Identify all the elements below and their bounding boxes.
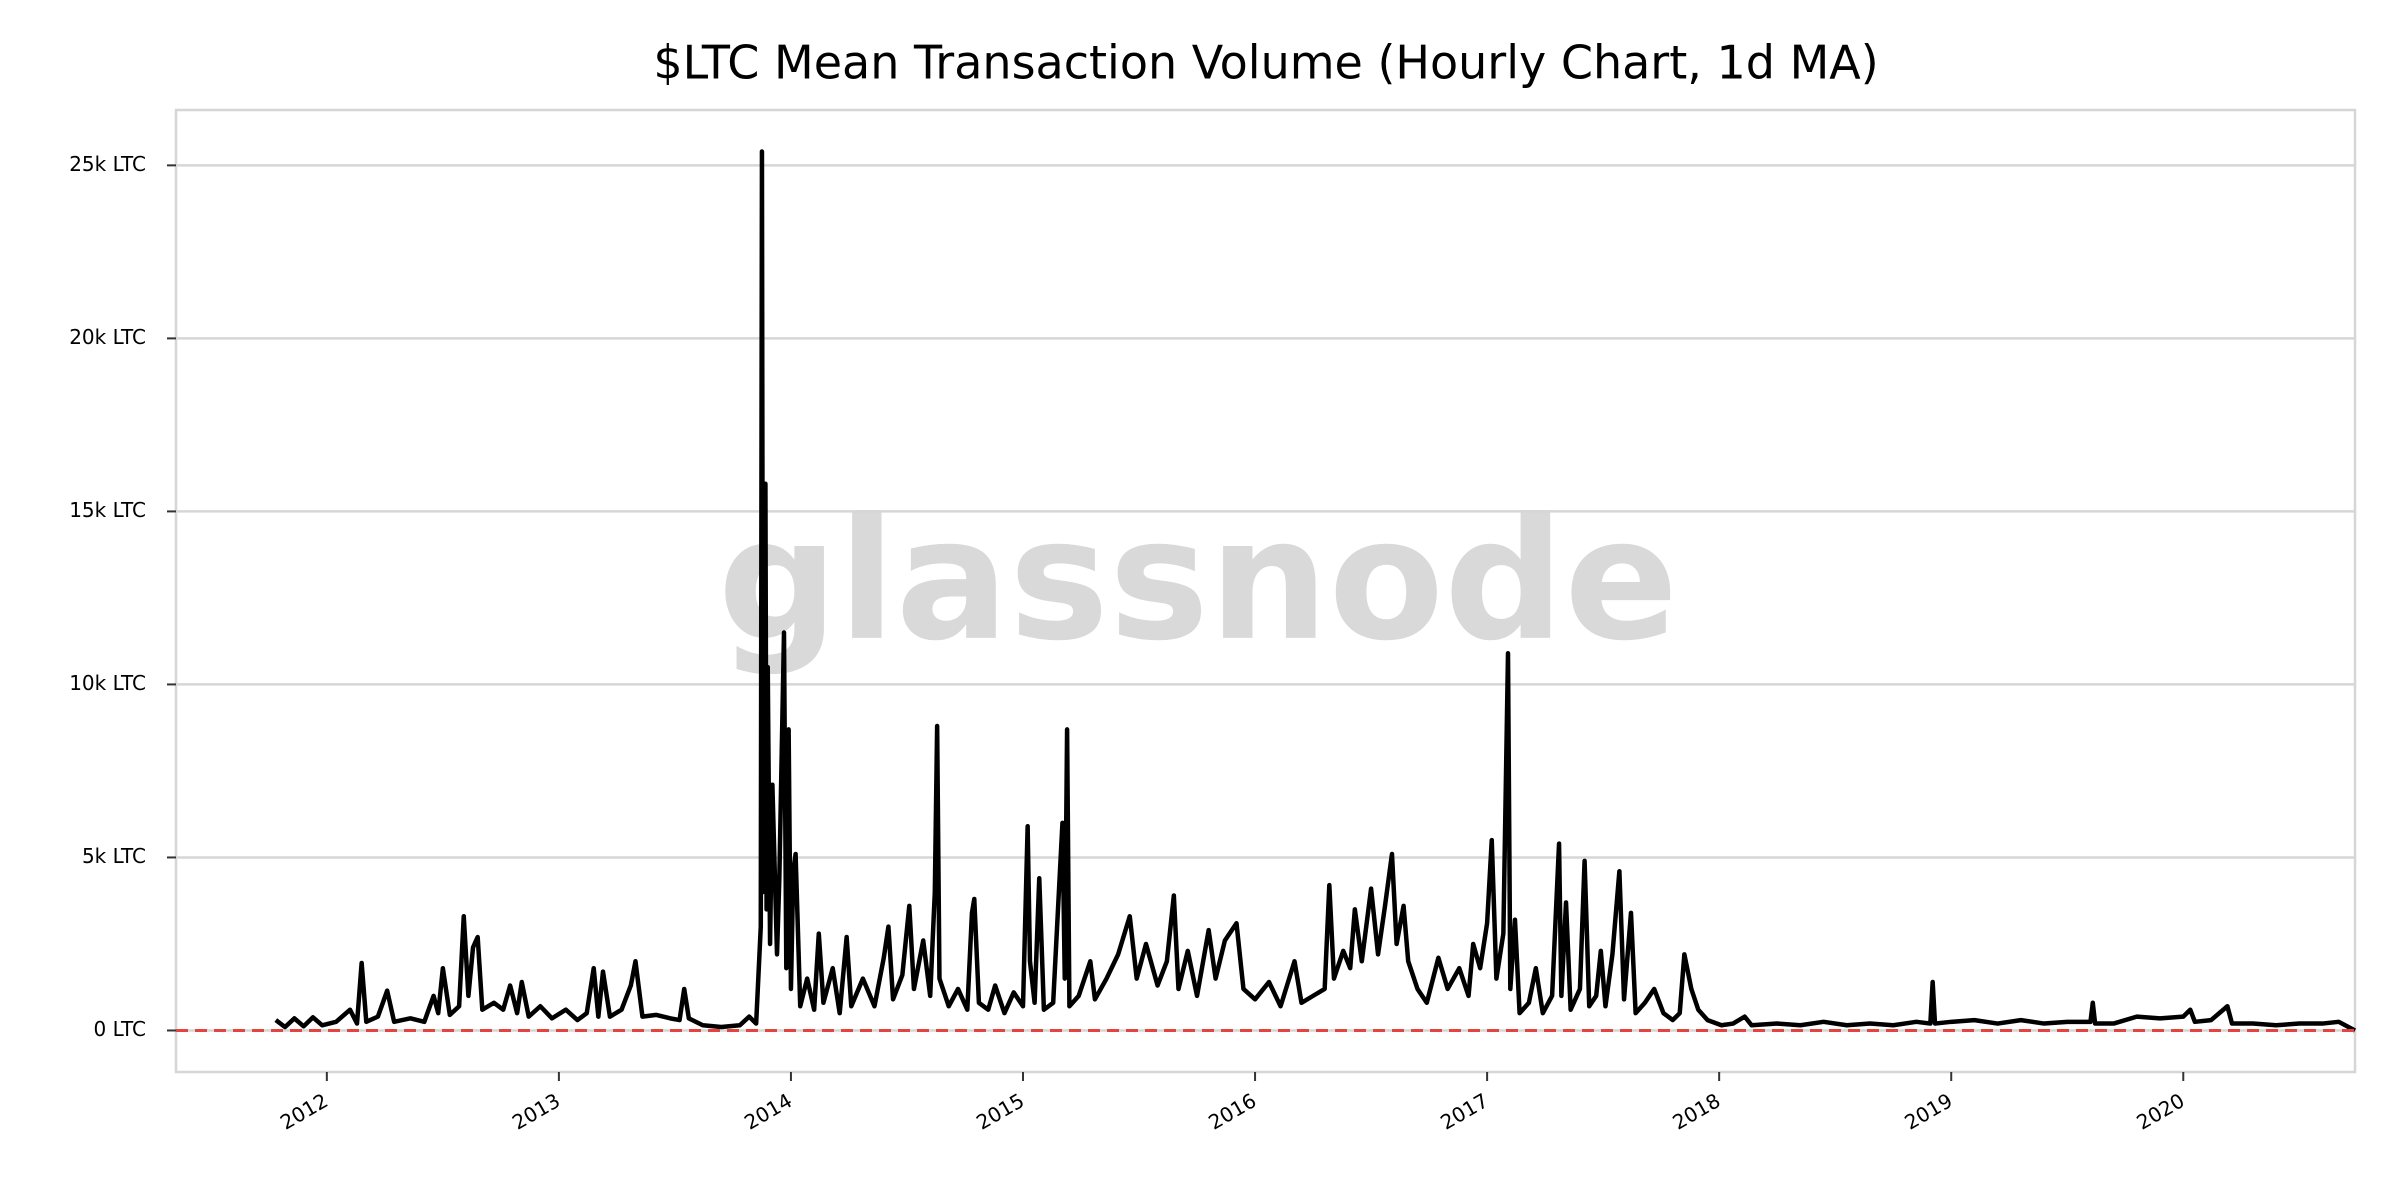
y-tick-label: 10k LTC — [69, 671, 146, 695]
x-tick-label: 2019 — [1900, 1088, 1956, 1134]
x-tick-label: 2014 — [740, 1088, 796, 1134]
chart-title: $LTC Mean Transaction Volume (Hourly Cha… — [653, 36, 1878, 90]
data-line — [274, 149, 2357, 1033]
y-tick-label: 5k LTC — [82, 844, 146, 868]
plot-area: glassnode — [174, 108, 2357, 1074]
y-tick-label: 25k LTC — [69, 152, 146, 176]
x-tick-label: 2017 — [1436, 1088, 1492, 1134]
y-tick-label: 0 LTC — [94, 1017, 146, 1041]
x-tick-label: 2013 — [508, 1088, 564, 1134]
y-tick-label: 15k LTC — [69, 498, 146, 522]
x-tick-label: 2018 — [1668, 1088, 1724, 1134]
plot-frame — [174, 108, 2357, 1074]
y-tick-label: 20k LTC — [69, 325, 146, 349]
x-tick-label: 2020 — [2132, 1088, 2188, 1134]
x-tick-label: 2012 — [276, 1088, 332, 1134]
x-tick-label: 2015 — [972, 1088, 1028, 1134]
watermark: glassnode — [718, 482, 1678, 678]
x-tick-label: 2016 — [1204, 1088, 1260, 1134]
